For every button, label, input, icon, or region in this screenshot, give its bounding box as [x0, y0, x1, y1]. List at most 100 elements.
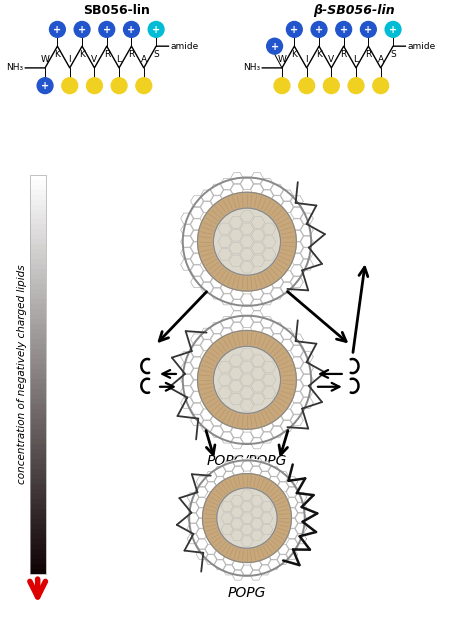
Text: SB056-lin: SB056-lin	[83, 4, 150, 16]
Circle shape	[213, 346, 281, 413]
Bar	[30, 214, 46, 219]
Bar	[30, 434, 46, 439]
Bar	[30, 564, 46, 569]
Circle shape	[181, 176, 313, 308]
Circle shape	[217, 488, 277, 549]
Text: POPC/POPG: POPC/POPG	[207, 454, 287, 468]
Text: V: V	[91, 55, 98, 64]
Bar	[30, 295, 46, 300]
Bar	[30, 399, 46, 404]
Bar	[30, 305, 46, 310]
Bar	[30, 224, 46, 229]
Circle shape	[373, 78, 389, 94]
Bar	[30, 520, 46, 525]
Bar	[30, 370, 46, 374]
Text: A: A	[141, 55, 147, 64]
Bar	[30, 229, 46, 234]
Text: +: +	[290, 25, 299, 35]
Text: +: +	[315, 25, 323, 35]
Text: +: +	[78, 25, 86, 35]
Circle shape	[49, 21, 65, 37]
Bar	[30, 329, 46, 334]
Text: K: K	[55, 50, 60, 59]
Bar	[30, 499, 46, 504]
Bar	[30, 349, 46, 355]
Bar	[30, 470, 46, 475]
Text: W: W	[41, 55, 49, 64]
Bar	[30, 439, 46, 444]
Bar	[30, 344, 46, 349]
Bar	[30, 535, 46, 539]
Polygon shape	[198, 331, 296, 429]
Circle shape	[181, 313, 313, 446]
Bar	[30, 245, 46, 250]
Text: R: R	[341, 50, 347, 59]
Text: POPG: POPG	[228, 586, 266, 600]
Bar	[30, 475, 46, 480]
Circle shape	[87, 78, 102, 94]
Text: I: I	[68, 55, 71, 64]
Text: β-SB056-lin: β-SB056-lin	[313, 4, 394, 16]
Bar	[30, 379, 46, 384]
Bar	[30, 384, 46, 389]
Circle shape	[74, 21, 90, 37]
Text: A: A	[378, 55, 384, 64]
Polygon shape	[198, 192, 296, 291]
Bar	[30, 260, 46, 264]
Text: K: K	[292, 50, 297, 59]
Bar	[30, 569, 46, 574]
Bar	[30, 444, 46, 449]
Text: +: +	[128, 25, 136, 35]
Bar	[30, 174, 46, 574]
Bar	[30, 360, 46, 365]
Bar	[30, 185, 46, 190]
Bar	[30, 284, 46, 289]
Bar	[30, 394, 46, 399]
Bar	[30, 289, 46, 295]
Bar	[30, 324, 46, 329]
Bar	[30, 549, 46, 554]
Bar	[30, 315, 46, 319]
Bar	[30, 219, 46, 224]
Text: S: S	[390, 50, 396, 59]
Bar	[30, 525, 46, 530]
Bar	[30, 319, 46, 324]
Circle shape	[37, 78, 53, 94]
Bar	[30, 269, 46, 274]
Circle shape	[213, 208, 281, 275]
Bar	[30, 504, 46, 509]
Bar	[30, 514, 46, 520]
Text: L: L	[117, 55, 122, 64]
Bar	[30, 415, 46, 420]
Circle shape	[148, 21, 164, 37]
Bar	[30, 274, 46, 279]
Bar	[30, 449, 46, 454]
Circle shape	[267, 39, 283, 54]
Circle shape	[299, 78, 315, 94]
Bar	[30, 465, 46, 470]
Bar	[30, 509, 46, 514]
Text: NH₃: NH₃	[6, 63, 23, 73]
Bar	[30, 494, 46, 499]
Text: +: +	[365, 25, 373, 35]
Text: K: K	[79, 50, 85, 59]
Bar	[30, 365, 46, 370]
Text: +: +	[152, 25, 160, 35]
Bar	[30, 425, 46, 429]
Bar	[30, 339, 46, 344]
Bar	[30, 410, 46, 415]
Circle shape	[286, 21, 302, 37]
Circle shape	[385, 21, 401, 37]
Text: R: R	[128, 50, 135, 59]
Bar	[30, 459, 46, 465]
Bar	[30, 300, 46, 305]
Bar	[30, 355, 46, 360]
Circle shape	[136, 78, 152, 94]
Text: R: R	[104, 50, 110, 59]
Bar	[30, 174, 46, 179]
Bar	[30, 234, 46, 240]
Polygon shape	[202, 473, 292, 562]
Text: +: +	[41, 81, 49, 91]
Bar	[30, 264, 46, 269]
Circle shape	[348, 78, 364, 94]
